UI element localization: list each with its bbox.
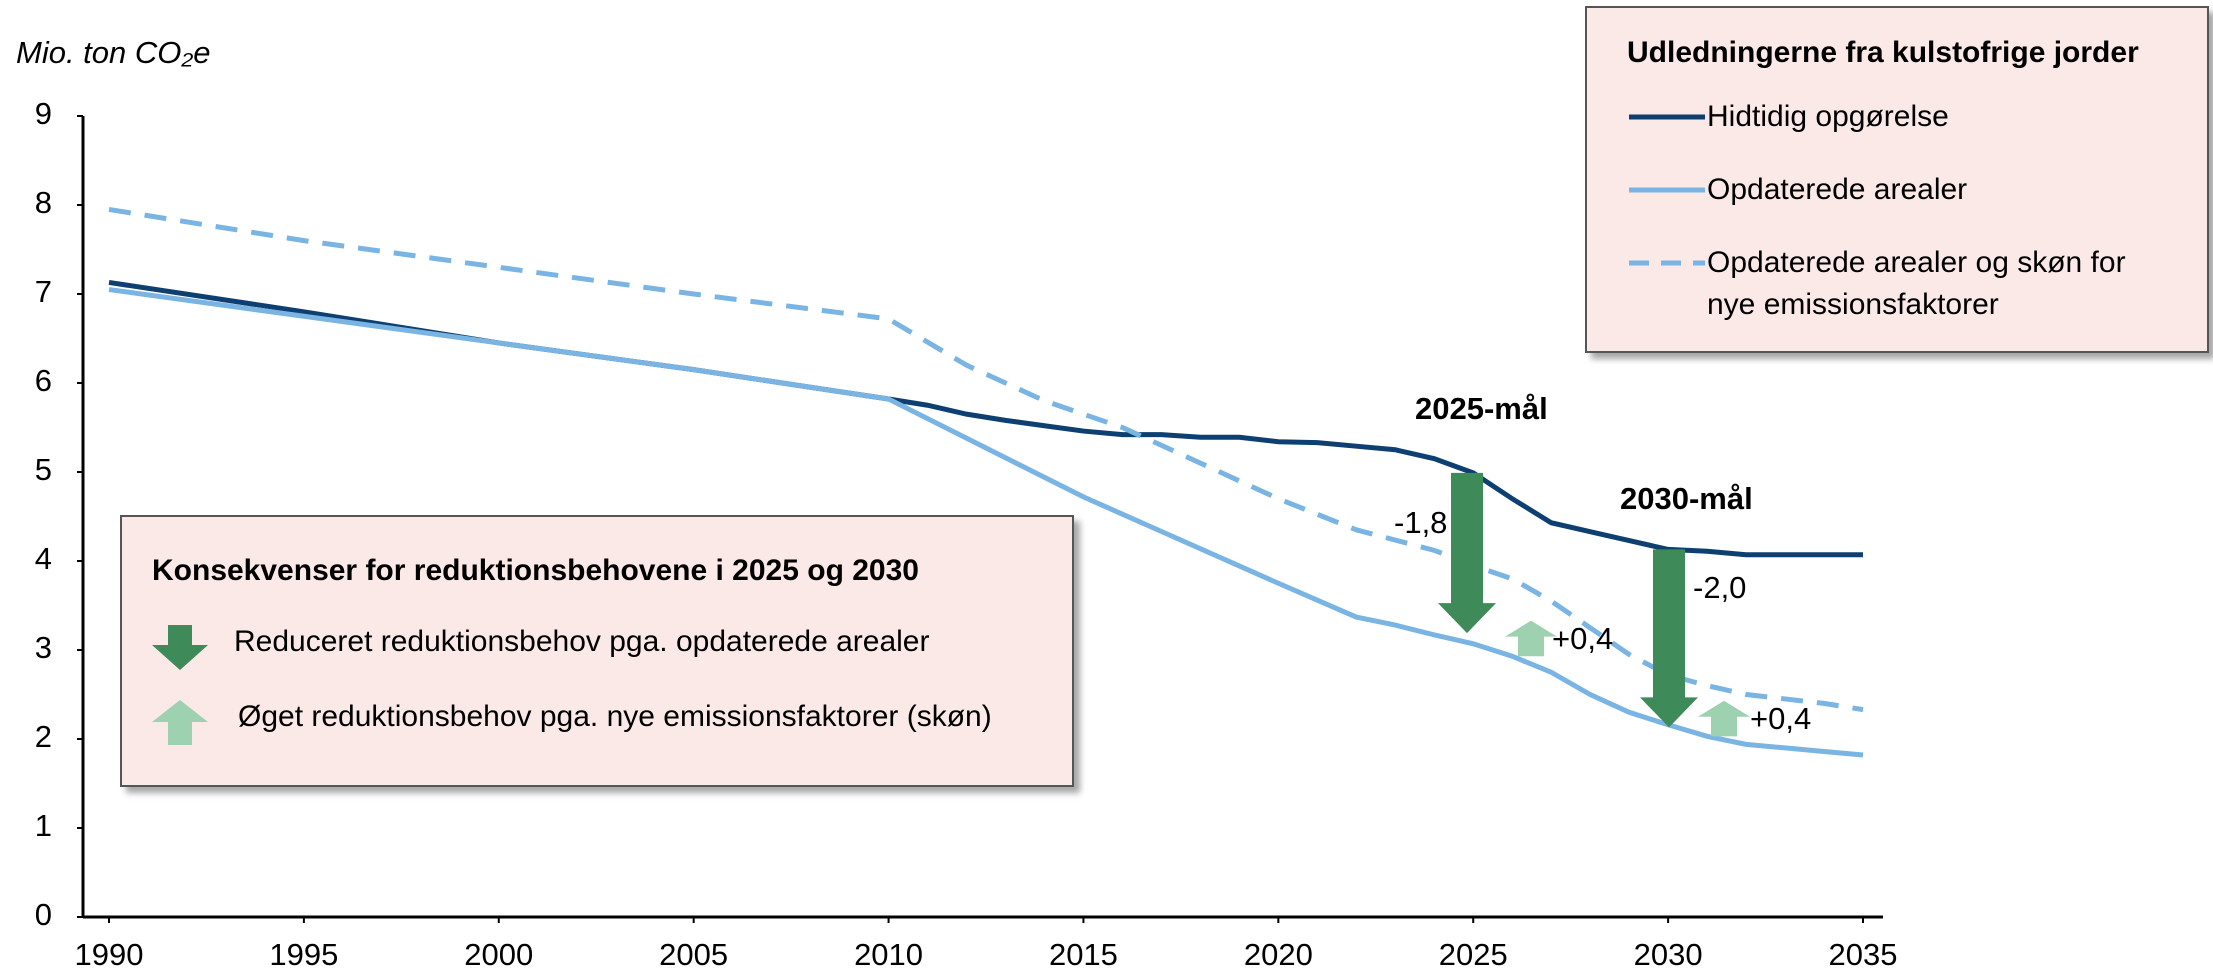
legend: Udledningerne fra kulstofrige jorder Hid… bbox=[1585, 6, 2209, 353]
y-axis-label: Mio. ton CO₂e bbox=[16, 35, 210, 70]
decrease-arrow bbox=[1640, 549, 1698, 728]
y-tick-label: 4 bbox=[35, 541, 52, 576]
consequence-item: Øget reduktionsbehov pga. nye emissionsf… bbox=[152, 700, 992, 750]
legend-title: Udledningerne fra kulstofrige jorder bbox=[1627, 36, 2139, 69]
increase-arrow bbox=[1698, 700, 1750, 737]
change-label: -2,0 bbox=[1693, 570, 1746, 605]
consequence-item: Reduceret reduktionsbehov pga. opdatered… bbox=[152, 625, 929, 675]
y-tick-label: 0 bbox=[35, 897, 52, 932]
legend-item: Opdaterede arealer bbox=[1627, 173, 2127, 211]
consequences-title: Konsekvenser for reduktionsbehovene i 20… bbox=[152, 554, 919, 587]
decrease-arrow bbox=[1438, 472, 1496, 634]
change-label: +0,4 bbox=[1552, 621, 1613, 656]
consequence-text: Øget reduktionsbehov pga. nye emissionsf… bbox=[238, 700, 992, 733]
y-tick-label: 9 bbox=[35, 96, 52, 131]
series-line bbox=[108, 206, 1864, 713]
x-tick-label: 2025 bbox=[1439, 937, 1508, 972]
up-arrow-icon bbox=[152, 700, 208, 745]
x-tick-label: 2020 bbox=[1244, 937, 1313, 972]
legend-swatch bbox=[1629, 187, 1705, 193]
increase-arrow bbox=[1505, 620, 1557, 657]
change-label: -1,8 bbox=[1394, 505, 1447, 540]
y-tick-label: 3 bbox=[35, 630, 52, 665]
x-tick-label: 1995 bbox=[269, 937, 338, 972]
x-tick-label: 2035 bbox=[1829, 937, 1898, 972]
legend-swatch bbox=[1629, 114, 1705, 120]
y-tick-label: 8 bbox=[35, 185, 52, 220]
legend-label: Opdaterede arealer bbox=[1707, 173, 1968, 206]
target-label: 2030-mål bbox=[1620, 481, 1753, 516]
consequence-text: Reduceret reduktionsbehov pga. opdatered… bbox=[234, 625, 930, 658]
x-tick-label: 2000 bbox=[464, 937, 533, 972]
legend-label: Hidtidig opgørelse bbox=[1707, 100, 1949, 133]
y-tick-label: 5 bbox=[35, 452, 52, 487]
target-label: 2025-mål bbox=[1415, 391, 1548, 426]
legend-item: Opdaterede arealer og skøn for nye emiss… bbox=[1627, 246, 2127, 326]
consequences-box: Konsekvenser for reduktionsbehovene i 20… bbox=[120, 515, 1074, 787]
down-arrow-icon bbox=[152, 625, 208, 670]
legend-label: Opdaterede arealer og skøn for nye emiss… bbox=[1707, 246, 2126, 321]
series-line bbox=[108, 287, 1864, 758]
x-tick-label: 2010 bbox=[854, 937, 923, 972]
x-tick-label: 1990 bbox=[75, 937, 144, 972]
y-tick-label: 2 bbox=[35, 719, 52, 754]
y-tick-label: 1 bbox=[35, 808, 52, 843]
change-label: +0,4 bbox=[1750, 701, 1811, 736]
y-tick-label: 7 bbox=[35, 274, 52, 309]
legend-item: Hidtidig opgørelse bbox=[1627, 100, 2127, 138]
x-tick-label: 2030 bbox=[1634, 937, 1703, 972]
y-tick-label: 6 bbox=[35, 363, 52, 398]
x-tick-label: 2015 bbox=[1049, 937, 1118, 972]
x-tick-label: 2005 bbox=[659, 937, 728, 972]
legend-swatch bbox=[1629, 260, 1705, 266]
